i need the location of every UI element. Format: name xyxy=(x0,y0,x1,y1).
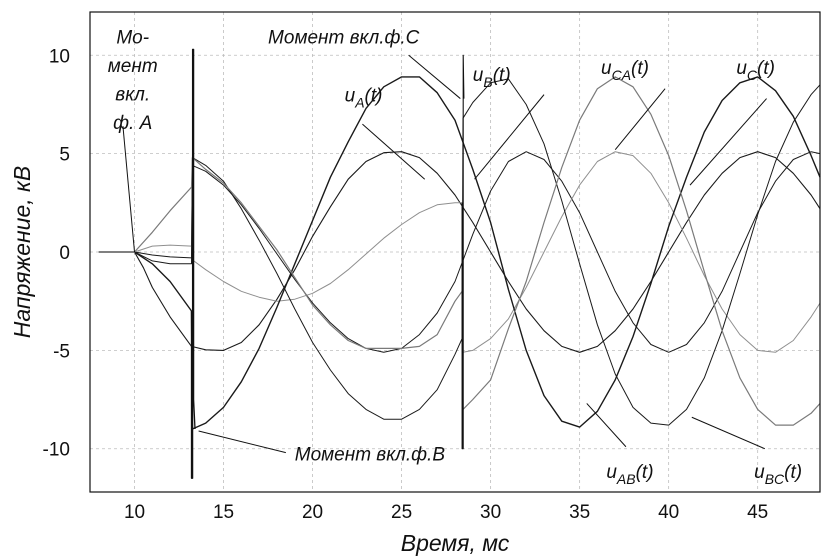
plot-frame xyxy=(89,11,821,493)
curve-label-ca: uCA(t) xyxy=(601,58,649,83)
curve-label-base: u xyxy=(606,462,617,483)
tick-labels: 10 15 20 25 30 35 40 45 10 5 0 -5 -10 xyxy=(43,46,769,523)
curve-label-subscript: BC xyxy=(765,471,785,487)
x-tick-label: 40 xyxy=(658,502,679,523)
annotation-pointers xyxy=(122,54,767,454)
curve-label-pointer xyxy=(474,94,545,180)
annotation-pointer xyxy=(198,430,286,454)
curve-label-suffix: (t) xyxy=(784,462,802,483)
series-line-uCA xyxy=(98,76,821,426)
x-tick-label: 30 xyxy=(480,502,501,523)
series-line-spikeC xyxy=(461,54,465,450)
curve-label-base: u xyxy=(736,58,747,79)
annotation-text: вкл. xyxy=(115,85,150,106)
curve-label-subscript: AB xyxy=(616,471,636,487)
curve-label-suffix: (t) xyxy=(365,86,383,107)
curve-label-pointer xyxy=(691,416,766,450)
curve-label-pointer xyxy=(614,88,666,151)
curve-label-pointer xyxy=(689,98,767,186)
annotation-pointer xyxy=(408,54,461,99)
x-tick-label: 45 xyxy=(747,502,768,523)
curve-label-b: uB(t) xyxy=(473,65,511,90)
y-tick-label: -5 xyxy=(53,341,70,362)
y-axis-title: Напряжение, кВ xyxy=(9,166,35,338)
curve-label-suffix: (t) xyxy=(631,58,649,79)
x-tick-label: 20 xyxy=(302,502,323,523)
series-line-uA xyxy=(98,151,821,353)
annotation-text: Мо- xyxy=(116,27,149,48)
x-tick-label: 10 xyxy=(124,502,145,523)
curve-label-c: uC(t) xyxy=(736,58,775,83)
curve-label-suffix: (t) xyxy=(636,462,654,483)
grid-lines xyxy=(90,12,820,492)
curve-label-subscript: A xyxy=(354,95,364,111)
curve-label-bc: uBC(t) xyxy=(754,462,802,487)
annotations: Мо-мент вкл. ф. A Момент вкл.ф.С Момент вкл.… xyxy=(108,27,802,487)
curve-label-subscript: CA xyxy=(612,67,631,83)
y-tick-label: 0 xyxy=(59,243,70,264)
y-tick-label: 5 xyxy=(59,145,70,166)
y-tick-label: 10 xyxy=(49,46,70,67)
annotation-text: Момент вкл.ф.С xyxy=(268,27,420,48)
curve-label-base: u xyxy=(754,462,765,483)
curve-label-suffix: (t) xyxy=(493,65,511,86)
series-group xyxy=(98,48,821,479)
curve-label-ab: uAB(t) xyxy=(606,462,653,487)
series-line-uAB xyxy=(98,76,821,430)
curve-label-pointer xyxy=(362,123,426,180)
y-tick-label: -10 xyxy=(43,440,70,461)
curve-label-base: u xyxy=(345,86,356,107)
curve-label-a: uA(t) xyxy=(345,86,383,111)
annotation-pointer xyxy=(122,126,136,253)
annotation-text: Момент вкл.ф.В xyxy=(295,445,446,466)
curve-label-base: u xyxy=(473,65,484,86)
annotation-text: мент xyxy=(108,56,158,77)
curve-label-subscript: B xyxy=(483,74,492,90)
series-line-spikeB xyxy=(190,48,196,479)
x-tick-label: 15 xyxy=(213,502,234,523)
x-tick-label: 35 xyxy=(569,502,590,523)
curve-label-pointer xyxy=(586,403,627,448)
x-axis-title: Время, мс xyxy=(401,530,510,556)
curve-label-subscript: C xyxy=(747,67,758,83)
series-line-uB xyxy=(98,151,821,353)
curve-label-base: u xyxy=(601,58,612,79)
annotation-text: ф. A xyxy=(113,113,152,134)
curve-label-suffix: (t) xyxy=(757,58,775,79)
x-tick-label: 25 xyxy=(391,502,412,523)
series-line-uC xyxy=(98,151,821,353)
